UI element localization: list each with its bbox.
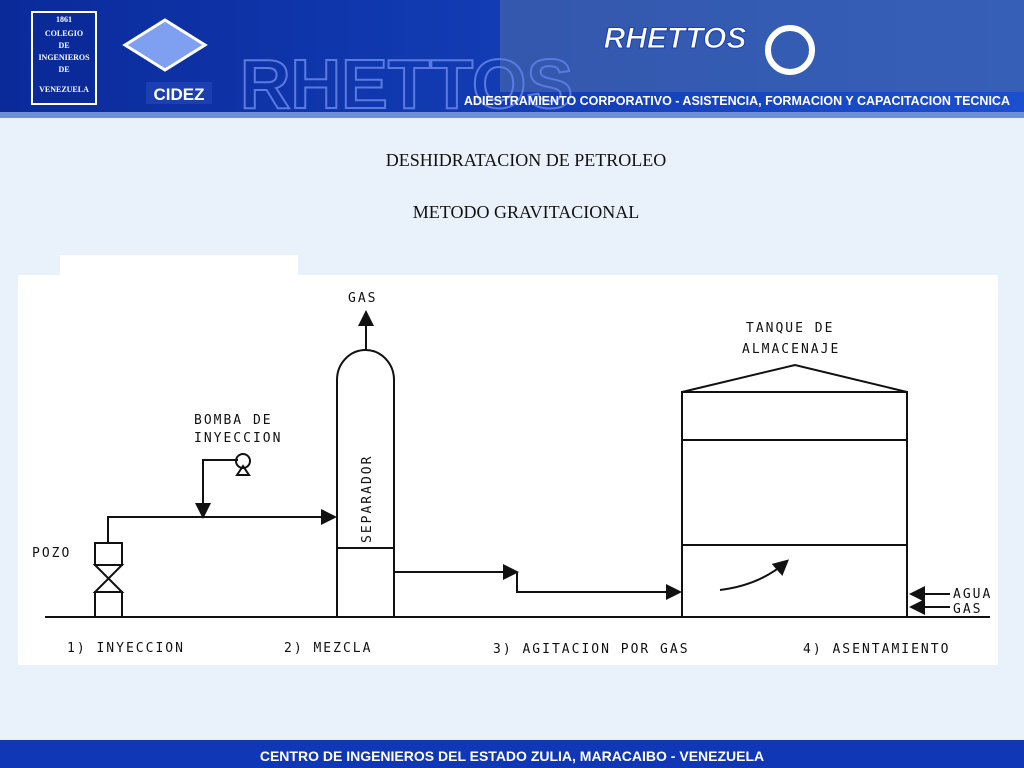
pump-base bbox=[235, 464, 251, 476]
diagram-area bbox=[18, 275, 998, 665]
brand-icon bbox=[765, 25, 815, 75]
label: AGUA bbox=[953, 587, 992, 602]
logo-text: VENEZUELA bbox=[39, 85, 89, 94]
injection-pipe bbox=[107, 509, 337, 543]
tagline: ADIESTRAMIENTO CORPORATIVO - ASISTENCIA,… bbox=[464, 94, 1010, 108]
logo-text: 1861 bbox=[56, 15, 72, 24]
cidez-text: CIDEZ bbox=[154, 85, 205, 104]
step: 4) ASENTAMIENTO bbox=[803, 642, 950, 657]
label: SEPARADOR bbox=[360, 455, 375, 543]
label: GAS bbox=[348, 291, 377, 306]
footer-text: CENTRO DE INGENIEROS DEL ESTADO ZULIA, M… bbox=[260, 748, 764, 764]
cidez-box bbox=[146, 82, 212, 104]
logo-text: DE bbox=[58, 65, 69, 74]
pump-line bbox=[195, 459, 238, 519]
header-rule bbox=[0, 112, 1024, 118]
tank-pipe bbox=[516, 572, 682, 600]
step: 2) MEZCLA bbox=[284, 641, 372, 656]
logo-text: DE bbox=[58, 41, 69, 50]
label: POZO bbox=[32, 546, 71, 561]
title: DESHIDRATACION DE PETROLEO bbox=[386, 150, 667, 170]
label: ALMACENAJE bbox=[742, 342, 840, 357]
brand: RHETTOS bbox=[604, 22, 747, 55]
college-logo bbox=[31, 11, 97, 105]
tank bbox=[681, 391, 908, 618]
label: TANQUE DE bbox=[746, 321, 834, 336]
label: BOMBA DE bbox=[194, 413, 273, 428]
logo-text: COLEGIO bbox=[45, 29, 83, 38]
subtitle: METODO GRAVITACIONAL bbox=[413, 202, 639, 222]
footer bbox=[0, 740, 1024, 768]
separator bbox=[336, 349, 395, 618]
well-base bbox=[94, 591, 123, 618]
label: GAS bbox=[953, 602, 982, 617]
header-photo bbox=[500, 0, 1024, 92]
white-patch bbox=[60, 255, 298, 277]
label: INYECCION bbox=[194, 431, 282, 446]
header-watermark: RHETTOS bbox=[240, 45, 573, 123]
cidez-logo bbox=[122, 18, 208, 72]
diagram: GAS TANQUE DE ALMACENAJE BOMBA DE INYECC… bbox=[32, 291, 992, 657]
step: 3) AGITACION POR GAS bbox=[493, 642, 690, 657]
pump bbox=[235, 453, 251, 469]
flow-arrow bbox=[719, 559, 789, 591]
tank-roof bbox=[681, 363, 908, 393]
logo-text: INGENIEROS bbox=[38, 53, 90, 62]
step: 1) INYECCION bbox=[67, 641, 185, 656]
